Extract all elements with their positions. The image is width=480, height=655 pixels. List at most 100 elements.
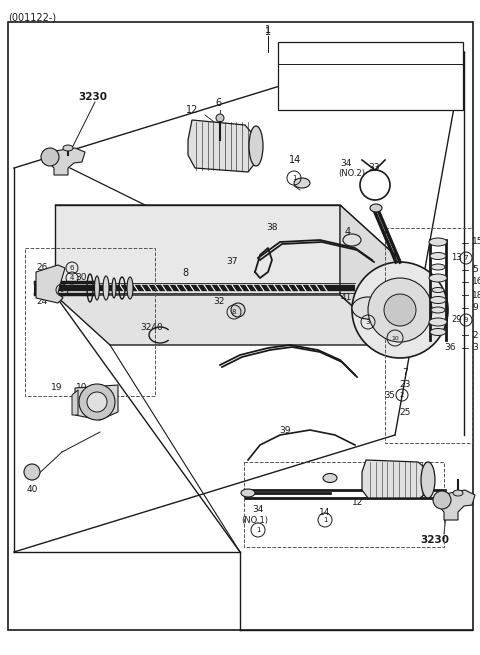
Text: 30: 30 — [75, 274, 86, 282]
Text: 2: 2 — [400, 392, 404, 398]
Ellipse shape — [343, 234, 361, 246]
Text: 27: 27 — [410, 314, 421, 322]
Ellipse shape — [370, 204, 382, 212]
Text: 18: 18 — [472, 291, 480, 299]
Text: 10: 10 — [76, 383, 87, 392]
Ellipse shape — [430, 252, 446, 259]
Bar — [244, 462, 444, 547]
Text: 10: 10 — [391, 335, 399, 341]
Ellipse shape — [432, 288, 444, 293]
Ellipse shape — [430, 297, 446, 303]
Text: (NO.2): (NO.2) — [338, 169, 365, 178]
Text: (NO.1): (NO.1) — [241, 516, 268, 525]
Circle shape — [384, 294, 416, 326]
Text: 13: 13 — [451, 253, 462, 263]
Text: 19: 19 — [50, 383, 62, 392]
Ellipse shape — [103, 276, 109, 300]
Text: 14: 14 — [319, 508, 331, 517]
Text: 35: 35 — [384, 390, 395, 400]
Text: 34: 34 — [252, 505, 264, 514]
Text: 6: 6 — [215, 98, 221, 108]
Text: 4: 4 — [345, 227, 351, 237]
Text: 24: 24 — [37, 297, 48, 307]
Text: THE NO. 28 : ③ ~ ⑩: THE NO. 28 : ③ ~ ⑩ — [288, 90, 377, 99]
Text: 2: 2 — [472, 331, 478, 339]
Circle shape — [368, 278, 432, 342]
Text: (001122-): (001122-) — [8, 12, 56, 22]
Ellipse shape — [95, 276, 99, 300]
Circle shape — [41, 148, 59, 166]
Text: 9: 9 — [472, 303, 478, 312]
Ellipse shape — [216, 114, 224, 122]
Text: 5: 5 — [60, 287, 64, 293]
Text: 3230: 3230 — [420, 535, 449, 545]
Text: 12: 12 — [186, 105, 198, 115]
Ellipse shape — [249, 126, 263, 166]
Text: 15: 15 — [472, 238, 480, 246]
Ellipse shape — [127, 277, 133, 299]
Ellipse shape — [431, 307, 445, 313]
Text: 8: 8 — [232, 309, 236, 315]
Bar — [278, 42, 463, 110]
Text: 21: 21 — [36, 274, 48, 282]
Text: 39: 39 — [279, 426, 291, 435]
Text: 5: 5 — [472, 265, 478, 274]
Circle shape — [87, 392, 107, 412]
Polygon shape — [55, 205, 395, 255]
Ellipse shape — [112, 278, 116, 298]
Text: 3240: 3240 — [140, 324, 163, 333]
Text: NOTE: NOTE — [288, 52, 316, 61]
Ellipse shape — [421, 462, 435, 498]
Text: 31: 31 — [378, 318, 389, 326]
Ellipse shape — [63, 145, 73, 151]
Text: 7: 7 — [402, 368, 408, 377]
Text: 33: 33 — [368, 163, 380, 172]
Ellipse shape — [431, 264, 445, 270]
Text: 16: 16 — [472, 278, 480, 286]
Bar — [385, 228, 472, 443]
Text: 3: 3 — [366, 319, 370, 325]
Text: 1: 1 — [323, 517, 327, 523]
Polygon shape — [188, 120, 256, 172]
Circle shape — [352, 262, 448, 358]
Ellipse shape — [429, 238, 447, 246]
Text: 1: 1 — [265, 27, 271, 37]
Ellipse shape — [429, 274, 447, 282]
Text: 7: 7 — [464, 255, 468, 261]
Ellipse shape — [294, 178, 310, 188]
Text: 4: 4 — [70, 275, 74, 281]
Polygon shape — [438, 490, 475, 520]
Ellipse shape — [429, 318, 447, 326]
Circle shape — [79, 384, 115, 420]
Polygon shape — [55, 205, 340, 295]
Text: 1: 1 — [292, 175, 296, 181]
Circle shape — [433, 491, 451, 509]
Text: 6: 6 — [70, 265, 74, 271]
Text: 29: 29 — [452, 316, 462, 324]
Ellipse shape — [231, 303, 245, 317]
Text: 38: 38 — [266, 223, 278, 232]
Text: 32: 32 — [214, 297, 225, 307]
Text: 6: 6 — [441, 498, 447, 507]
Text: 25: 25 — [399, 408, 411, 417]
Text: 26: 26 — [36, 263, 48, 272]
Text: 3: 3 — [472, 343, 478, 352]
Ellipse shape — [352, 297, 384, 319]
Text: 1: 1 — [256, 527, 260, 533]
Polygon shape — [55, 295, 395, 345]
Polygon shape — [48, 148, 85, 175]
Polygon shape — [362, 460, 428, 498]
Circle shape — [24, 464, 40, 480]
Text: 1: 1 — [265, 25, 271, 35]
Ellipse shape — [241, 489, 255, 497]
Polygon shape — [75, 385, 118, 420]
Text: 12: 12 — [352, 498, 364, 507]
Text: 37: 37 — [227, 257, 238, 267]
Text: 14: 14 — [289, 155, 301, 165]
Polygon shape — [72, 390, 78, 415]
Text: 8: 8 — [182, 268, 188, 278]
Polygon shape — [36, 265, 65, 303]
Text: 41: 41 — [341, 293, 352, 303]
Text: 23: 23 — [399, 380, 411, 389]
Text: 22: 22 — [37, 286, 48, 295]
